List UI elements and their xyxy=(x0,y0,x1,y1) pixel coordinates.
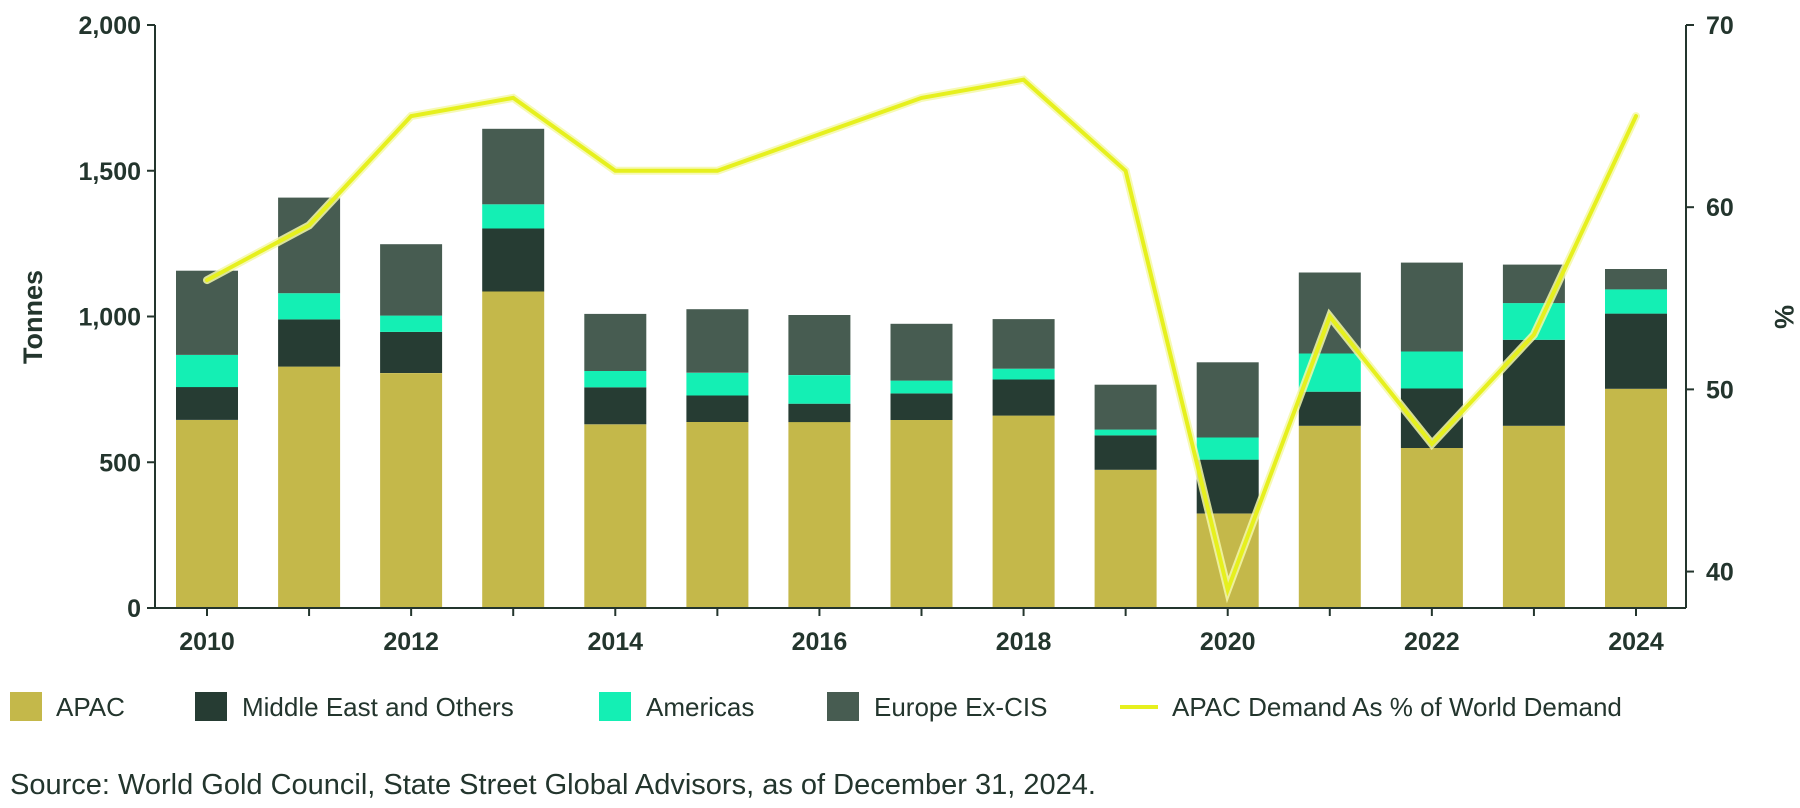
legend-swatch-americas xyxy=(599,692,631,721)
left-tick-label-1500: 1,500 xyxy=(78,158,141,186)
bar-europe-ex-cis-2016 xyxy=(788,315,851,375)
right-axis-title: % xyxy=(1769,305,1799,329)
legend-label-apac: APAC xyxy=(56,692,125,722)
bar-middle-east-and-others-2011 xyxy=(278,319,341,367)
legend-swatch-europe xyxy=(827,692,859,721)
bar-europe-ex-cis-2022 xyxy=(1400,262,1463,352)
x-tick-label-2010: 2010 xyxy=(179,628,235,656)
line-layer xyxy=(203,75,1640,604)
bar-europe-ex-cis-2019 xyxy=(1094,384,1157,430)
bar-apac-2013 xyxy=(482,291,545,608)
bar-middle-east-and-others-2018 xyxy=(992,379,1055,416)
bar-apac-2011 xyxy=(278,366,341,608)
bar-europe-ex-cis-2015 xyxy=(686,309,749,373)
bar-apac-2014 xyxy=(584,424,647,608)
bar-europe-ex-cis-2011 xyxy=(278,197,341,294)
x-tick-label-2016: 2016 xyxy=(792,628,848,656)
ticks-layer: 0 500 1,000 1,500 2,000 40 50 60 70 2010 2012 2014 2… xyxy=(78,12,1733,656)
bars-layer xyxy=(176,128,1667,608)
legend-swatch-middle-east xyxy=(195,692,227,721)
bar-americas-2012 xyxy=(380,315,443,332)
right-tick-label-40: 40 xyxy=(1706,559,1734,587)
left-tick-label-500: 500 xyxy=(99,449,141,477)
bar-middle-east-and-others-2012 xyxy=(380,331,443,373)
bar-americas-2019 xyxy=(1094,429,1157,436)
bar-middle-east-and-others-2024 xyxy=(1605,313,1667,389)
legend-swatch-apac xyxy=(10,692,42,721)
bar-middle-east-and-others-2017 xyxy=(890,393,953,420)
bar-americas-2016 xyxy=(788,375,851,404)
bar-middle-east-and-others-2015 xyxy=(686,395,749,422)
bar-apac-2018 xyxy=(992,415,1055,608)
bar-americas-2017 xyxy=(890,380,953,394)
left-tick-label-1000: 1,000 xyxy=(78,304,141,332)
legend-label-europe: Europe Ex-CIS xyxy=(874,692,1047,722)
right-tick-label-70: 70 xyxy=(1706,12,1734,40)
line-apac-share xyxy=(205,77,1638,597)
bar-apac-2010 xyxy=(176,420,238,608)
x-tick-label-2024: 2024 xyxy=(1608,628,1664,656)
bar-apac-2015 xyxy=(686,422,749,608)
bar-middle-east-and-others-2019 xyxy=(1094,435,1157,470)
bar-apac-2017 xyxy=(890,420,953,608)
bar-americas-2020 xyxy=(1196,437,1259,460)
bar-middle-east-and-others-2013 xyxy=(482,228,545,292)
bar-americas-2011 xyxy=(278,293,341,320)
right-tick-label-50: 50 xyxy=(1706,376,1734,404)
bar-apac-2022 xyxy=(1400,448,1463,608)
bar-europe-ex-cis-2024 xyxy=(1605,269,1667,290)
left-tick-label-2000: 2,000 xyxy=(78,12,141,40)
bar-americas-2010 xyxy=(176,355,238,388)
bar-americas-2022 xyxy=(1400,351,1463,389)
bar-americas-2013 xyxy=(482,204,545,229)
x-tick-label-2014: 2014 xyxy=(587,628,643,656)
right-tick-label-60: 60 xyxy=(1706,194,1734,222)
bar-apac-2024 xyxy=(1605,388,1667,608)
x-tick-label-2012: 2012 xyxy=(383,628,439,656)
bar-middle-east-and-others-2010 xyxy=(176,387,238,420)
bar-middle-east-and-others-2021 xyxy=(1298,391,1361,426)
x-tick-label-2022: 2022 xyxy=(1404,628,1460,656)
legend-label-apac-share: APAC Demand As % of World Demand xyxy=(1172,692,1622,722)
bar-americas-2018 xyxy=(992,368,1055,380)
bar-apac-2016 xyxy=(788,422,851,608)
left-axis-title: Tonnes xyxy=(18,270,48,364)
bar-apac-2023 xyxy=(1502,425,1565,608)
bar-middle-east-and-others-2016 xyxy=(788,403,851,423)
source-note: Source: World Gold Council, State Street… xyxy=(10,769,1096,801)
legend-label-middle-east: Middle East and Others xyxy=(242,692,514,722)
bar-europe-ex-cis-2010 xyxy=(176,270,238,355)
bar-americas-2024 xyxy=(1605,289,1667,314)
bar-apac-2021 xyxy=(1298,425,1361,608)
legend: APAC Middle East and Others Americas Eur… xyxy=(10,692,1622,722)
legend-label-americas: Americas xyxy=(646,692,754,722)
bar-europe-ex-cis-2017 xyxy=(890,323,953,381)
left-tick-label-0: 0 xyxy=(127,595,141,623)
bar-americas-2014 xyxy=(584,371,647,388)
bar-europe-ex-cis-2012 xyxy=(380,244,443,316)
bar-europe-ex-cis-2013 xyxy=(482,128,545,205)
x-tick-label-2018: 2018 xyxy=(996,628,1052,656)
bar-europe-ex-cis-2018 xyxy=(992,319,1055,369)
bar-apac-2012 xyxy=(380,373,443,608)
bar-europe-ex-cis-2014 xyxy=(584,313,647,371)
bar-apac-2019 xyxy=(1094,469,1157,608)
bar-americas-2015 xyxy=(686,372,749,396)
bar-middle-east-and-others-2014 xyxy=(584,387,647,425)
x-tick-label-2020: 2020 xyxy=(1200,628,1256,656)
bar-europe-ex-cis-2020 xyxy=(1196,362,1259,438)
